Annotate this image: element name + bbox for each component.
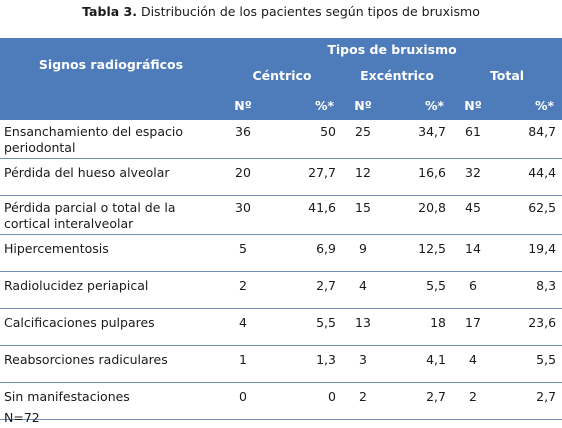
- cell-excentrico-n: 13: [342, 308, 384, 346]
- header-blank: [0, 90, 222, 120]
- cell-centrico-pct: 0: [264, 382, 342, 420]
- cell-excentrico-pct: 2,7: [384, 382, 452, 420]
- table-row: Sin manifestaciones 0 0 2 2,7 2 2,7: [0, 382, 562, 420]
- cell-excentrico-pct: 5,5: [384, 271, 452, 309]
- cell-excentrico-pct: 18: [384, 308, 452, 346]
- header-total: Total: [489, 67, 525, 83]
- table-caption: Tabla 3. Distribución de los pacientes s…: [0, 4, 562, 20]
- caption-text: Distribución de los pacientes según tipo…: [140, 4, 480, 19]
- cell-centrico-pct: 1,3: [264, 345, 342, 383]
- cell-centrico-n: 30: [222, 195, 264, 235]
- cell-total-pct: 62,5: [494, 195, 562, 235]
- cell-total-pct: 84,7: [494, 120, 562, 159]
- header-row-group: Signos radiográficos Tipos de bruxismo: [0, 38, 562, 72]
- cell-centrico-pct: 27,7: [264, 158, 342, 196]
- row-label: Radiolucidez periapical: [0, 271, 222, 309]
- bruxism-table: Signos radiográficos Tipos de bruxismo C…: [0, 38, 562, 420]
- table-row: Radiolucidez periapical 2 2,7 4 5,5 6 8,3: [0, 271, 562, 309]
- cell-centrico-pct: 6,9: [264, 234, 342, 272]
- header-signos: Signos radiográficos: [38, 56, 184, 72]
- header-centrico-n: Nº: [234, 97, 252, 113]
- cell-excentrico-pct: 4,1: [384, 345, 452, 383]
- table-row: Reabsorciones radiculares 1 1,3 3 4,1 4 5,5: [0, 345, 562, 383]
- cell-excentrico-pct: 16,6: [384, 158, 452, 196]
- cell-excentrico-n: 9: [342, 234, 384, 272]
- table-row: Calcificaciones pulpares 4 5,5 13 18 17 23,6: [0, 308, 562, 346]
- cell-excentrico-pct: 34,7: [384, 120, 452, 159]
- header-tipos: Tipos de bruxismo: [327, 41, 457, 57]
- cell-centrico-n: 1: [222, 345, 264, 383]
- cell-total-pct: 44,4: [494, 158, 562, 196]
- cell-excentrico-n: 3: [342, 345, 384, 383]
- row-label: Pérdida del hueso alveolar: [0, 158, 222, 196]
- cell-excentrico-n: 25: [342, 120, 384, 159]
- cell-total-n: 61: [452, 120, 494, 159]
- cell-centrico-n: 0: [222, 382, 264, 420]
- cell-centrico-n: 4: [222, 308, 264, 346]
- cell-excentrico-pct: 12,5: [384, 234, 452, 272]
- header-centrico: Céntrico: [252, 67, 312, 83]
- row-label: Sin manifestaciones: [0, 382, 222, 420]
- cell-total-n: 6: [452, 271, 494, 309]
- footnote: N=72: [4, 410, 40, 425]
- cell-centrico-pct: 50: [264, 120, 342, 159]
- cell-centrico-n: 2: [222, 271, 264, 309]
- cell-total-n: 2: [452, 382, 494, 420]
- table-row: Hipercementosis 5 6,9 9 12,5 14 19,4: [0, 234, 562, 272]
- row-label: Calcificaciones pulpares: [0, 308, 222, 346]
- cell-excentrico-n: 15: [342, 195, 384, 235]
- cell-centrico-pct: 41,6: [264, 195, 342, 235]
- row-label: Ensanchamiento del espacio periodontal: [0, 120, 222, 159]
- cell-total-pct: 23,6: [494, 308, 562, 346]
- cell-excentrico-n: 4: [342, 271, 384, 309]
- table-row: Pérdida del hueso alveolar 20 27,7 12 16,6 32…: [0, 158, 562, 196]
- cell-centrico-pct: 5,5: [264, 308, 342, 346]
- header-excentrico: Excéntrico: [360, 67, 434, 83]
- header-excentrico-pct: %*: [424, 97, 444, 113]
- cell-total-n: 17: [452, 308, 494, 346]
- cell-total-pct: 8,3: [494, 271, 562, 309]
- cell-total-n: 14: [452, 234, 494, 272]
- cell-centrico-n: 20: [222, 158, 264, 196]
- row-label: Reabsorciones radiculares: [0, 345, 222, 383]
- cell-excentrico-pct: 20,8: [384, 195, 452, 235]
- table-row: Ensanchamiento del espacio periodontal 36…: [0, 120, 562, 159]
- cell-centrico-n: 5: [222, 234, 264, 272]
- cell-total-n: 32: [452, 158, 494, 196]
- cell-centrico-pct: 2,7: [264, 271, 342, 309]
- row-label: Hipercementosis: [0, 234, 222, 272]
- cell-total-pct: 2,7: [494, 382, 562, 420]
- cell-centrico-n: 36: [222, 120, 264, 159]
- table-body: Ensanchamiento del espacio periodontal 36…: [0, 120, 562, 420]
- table-row: Pérdida parcial o total de la cortical i…: [0, 195, 562, 235]
- header-total-pct: %*: [534, 97, 555, 113]
- cell-excentrico-n: 2: [342, 382, 384, 420]
- header-row-sub: Nº %* Nº %* Nº %*: [0, 90, 562, 120]
- row-label: Pérdida parcial o total de la cortical i…: [0, 195, 222, 235]
- cell-excentrico-n: 12: [342, 158, 384, 196]
- cell-total-n: 45: [452, 195, 494, 235]
- cell-total-pct: 5,5: [494, 345, 562, 383]
- header-excentrico-n: Nº: [354, 97, 372, 113]
- caption-label: Tabla 3.: [82, 4, 137, 19]
- cell-total-n: 4: [452, 345, 494, 383]
- cell-total-pct: 19,4: [494, 234, 562, 272]
- header-total-n: Nº: [464, 97, 482, 113]
- header-centrico-pct: %*: [314, 97, 334, 113]
